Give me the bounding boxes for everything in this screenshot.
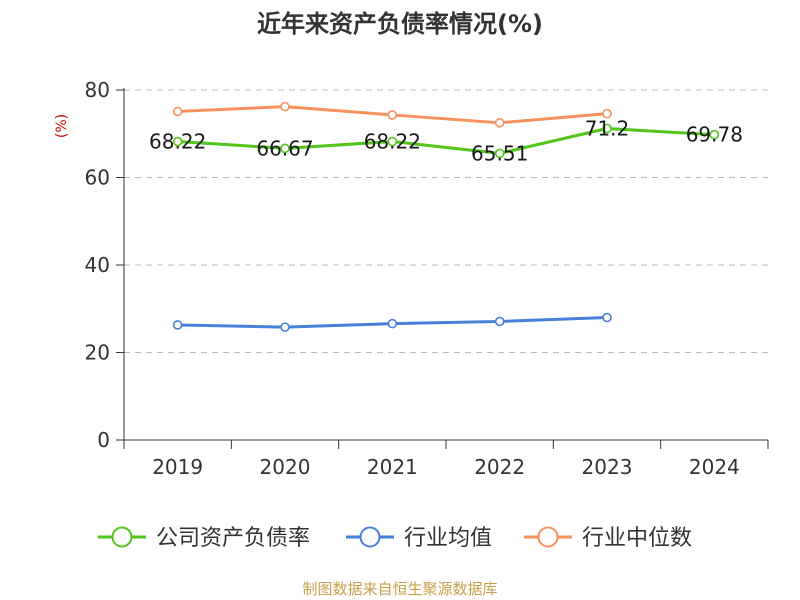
- legend-label-0: 公司资产负债率: [156, 526, 310, 551]
- y-tick-label: 40: [85, 253, 110, 277]
- series-2-point: [602, 108, 612, 119]
- legend-label-1: 行业均值: [404, 526, 492, 551]
- y-tick-label: 0: [97, 428, 110, 452]
- series-0-point: [494, 148, 505, 159]
- x-tick-label-2022: 2022: [474, 455, 525, 479]
- series-2-point: [172, 106, 183, 117]
- legend-marker-2: [537, 526, 559, 548]
- x-tick-label-2021: 2021: [367, 455, 418, 479]
- data-label: 69.78: [686, 123, 743, 147]
- data-label: 71.2: [585, 117, 630, 141]
- series-2-point: [280, 101, 290, 112]
- y-tick-label: 60: [85, 166, 110, 190]
- y-axis-label: (%): [54, 114, 70, 138]
- chart-title: 近年来资产负债率情况(%): [257, 10, 543, 38]
- legend-marker-1: [359, 526, 381, 548]
- series-1-point: [494, 316, 505, 327]
- x-tick-label-2019: 2019: [152, 455, 203, 479]
- data-label: 68.22: [364, 130, 421, 154]
- source-note: 制图数据来自恒生聚源数据库: [302, 580, 497, 598]
- x-tick-label-2023: 2023: [582, 455, 633, 479]
- x-tick-label-2024: 2024: [689, 455, 740, 479]
- series-0-point: [280, 143, 290, 154]
- series-1-point: [172, 320, 183, 330]
- series-0-point: [709, 129, 720, 140]
- series-2-point: [494, 118, 505, 128]
- series-layer: [172, 101, 720, 332]
- axis-layer: 0 20 40 60 80 2019 2020 2021 2022 2023 2024: [85, 78, 769, 479]
- y-tick-label: 20: [85, 341, 110, 365]
- data-label: 65.51: [471, 141, 528, 165]
- data-label: 66.67: [256, 136, 313, 160]
- series-line-0: [177, 127, 715, 155]
- series-1-point: [280, 322, 290, 332]
- legend-label-2: 行业中位数: [582, 526, 692, 551]
- legend-marker-0: [111, 526, 133, 548]
- legend: 公司资产负债率 行业均值 行业中位数: [98, 526, 692, 551]
- y-tick-label: 80: [85, 78, 110, 102]
- x-tick-label-2020: 2020: [260, 455, 311, 479]
- series-2-point: [387, 110, 398, 120]
- label-layer: 68.22 66.67 68.22 65.51 71.2 69.78: [149, 117, 743, 166]
- series-0-point: [172, 136, 183, 147]
- series-0-point: [602, 123, 612, 134]
- series-1-point: [387, 318, 398, 329]
- data-label: 68.22: [149, 130, 206, 154]
- series-0-point: [387, 136, 398, 147]
- series-1-point: [602, 312, 612, 323]
- grid-layer: [124, 89, 768, 353]
